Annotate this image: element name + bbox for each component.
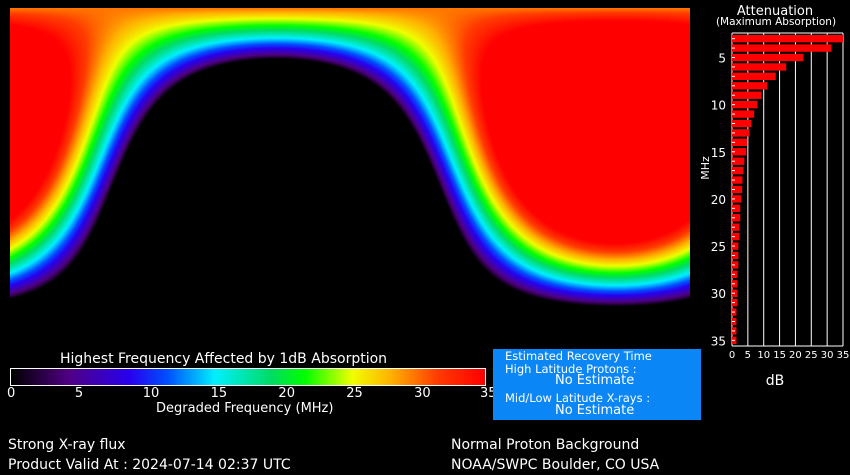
bar-14mhz bbox=[732, 138, 748, 147]
y-tick-label: 5 bbox=[718, 52, 726, 66]
bar-27mhz bbox=[732, 261, 739, 269]
bar-9mhz bbox=[732, 91, 762, 99]
colorbar-tick: 5 bbox=[74, 386, 84, 401]
bar-23mhz bbox=[732, 223, 740, 231]
bar-10mhz bbox=[732, 100, 758, 109]
x-tick-label: 15 bbox=[773, 350, 786, 361]
bar-4mhz bbox=[732, 44, 832, 52]
mid-low-label: Mid/Low Latitude X-rays : bbox=[505, 391, 651, 405]
bar-19mhz bbox=[732, 185, 743, 194]
bar-11mhz bbox=[732, 110, 755, 118]
colorbar-tick: 10 bbox=[142, 386, 160, 401]
x-tick-label: 5 bbox=[745, 350, 751, 361]
bar-5mhz bbox=[732, 53, 804, 62]
x-tick-label: 20 bbox=[789, 350, 802, 361]
chart-title: Attenuation bbox=[737, 4, 813, 19]
bar-17mhz bbox=[732, 166, 744, 175]
bar-16mhz bbox=[732, 157, 745, 165]
x-tick-label: 0 bbox=[729, 350, 735, 361]
colorbar-tick: 0 bbox=[7, 386, 16, 401]
x-tick-label: 25 bbox=[805, 350, 818, 361]
y-tick-label: 25 bbox=[711, 240, 726, 254]
valid-at: Product Valid At : 2024-07-14 02:37 UTC bbox=[8, 457, 291, 473]
bar-24mhz bbox=[732, 232, 740, 241]
bar-13mhz bbox=[732, 129, 750, 137]
x-tick-label: 10 bbox=[757, 350, 770, 361]
status-right: Normal Proton Background bbox=[451, 437, 640, 453]
y-tick-label: 10 bbox=[711, 99, 726, 113]
colorbar-tick: 15 bbox=[210, 386, 228, 401]
colorbar-title: Highest Frequency Affected by 1dB Absorp… bbox=[60, 351, 388, 367]
credit: NOAA/SWPC Boulder, CO USA bbox=[451, 457, 660, 473]
bar-7mhz bbox=[732, 72, 776, 81]
colorbar bbox=[10, 368, 486, 386]
recovery-title: Estimated Recovery Time bbox=[505, 349, 652, 363]
absorption-map bbox=[10, 8, 690, 335]
bar-20mhz bbox=[732, 195, 742, 203]
bar-18mhz bbox=[732, 176, 743, 184]
bar-6mhz bbox=[732, 63, 787, 71]
bar-22mhz bbox=[732, 214, 741, 222]
bar-25mhz bbox=[732, 242, 739, 250]
chart-xlabel: dB bbox=[766, 373, 785, 389]
y-tick-label: 30 bbox=[711, 287, 726, 301]
bar-21mhz bbox=[732, 204, 741, 213]
status-left: Strong X-ray flux bbox=[8, 437, 126, 453]
bar-3mhz bbox=[732, 34, 843, 43]
colorbar-tick: 30 bbox=[414, 386, 431, 401]
recovery-panel: Estimated Recovery Time High Latitude Pr… bbox=[493, 349, 701, 420]
x-tick-label: 30 bbox=[821, 350, 834, 361]
colorbar-tick: 35 bbox=[480, 386, 497, 401]
colorbar-xlabel: Degraded Frequency (MHz) bbox=[156, 401, 334, 416]
high-lat-value: No Estimate bbox=[555, 373, 635, 388]
attenuation-chart: Attenuation (Maximum Absorption) MHz dB … bbox=[700, 4, 850, 389]
chart-ylabel: MHz bbox=[700, 156, 712, 180]
x-tick-label: 35 bbox=[837, 350, 850, 361]
colorbar-tick: 25 bbox=[346, 386, 363, 401]
bar-15mhz bbox=[732, 148, 747, 156]
y-tick-label: 15 bbox=[711, 146, 726, 160]
bar-12mhz bbox=[732, 119, 752, 128]
bar-8mhz bbox=[732, 82, 768, 90]
y-tick-label: 35 bbox=[711, 334, 726, 348]
mid-low-value: No Estimate bbox=[555, 403, 635, 418]
y-tick-label: 20 bbox=[711, 193, 726, 207]
chart-subtitle: (Maximum Absorption) bbox=[716, 16, 836, 28]
bar-26mhz bbox=[732, 251, 739, 260]
colorbar-tick: 20 bbox=[278, 386, 295, 401]
high-lat-label: High Latitude Protons : bbox=[505, 362, 637, 376]
